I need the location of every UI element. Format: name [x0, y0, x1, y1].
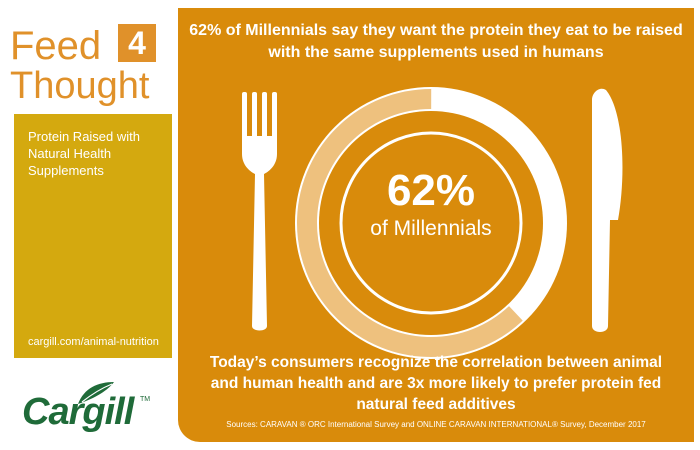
topic-title: Protein Raised with Natural Health Suppl…: [28, 129, 140, 178]
cargill-logo: Cargill TM: [22, 378, 172, 438]
infographic-panel: 62% of Millennials say they want the pro…: [178, 8, 694, 442]
fork-icon: [242, 92, 277, 331]
cargill-leaf-icon: [78, 382, 114, 404]
brand-thought-text: Thought: [10, 65, 150, 107]
knife-icon: [592, 88, 623, 332]
trademark-symbol: TM: [140, 396, 151, 403]
brand-number-badge: 4: [118, 24, 156, 62]
plate-icon: [295, 87, 567, 359]
feed-4-thought-logo: Feed 4 Thought: [10, 18, 170, 108]
website-link[interactable]: cargill.com/animal-nutrition: [28, 336, 159, 348]
sidebar: Feed 4 Thought Protein Raised with Natur…: [0, 0, 172, 450]
topic-panel: Protein Raised with Natural Health Suppl…: [14, 114, 172, 358]
headline: 62% of Millennials say they want the pro…: [189, 22, 683, 61]
body-text: Today’s consumers recognize the correlat…: [209, 354, 663, 413]
brand-feed-text: Feed: [10, 24, 102, 68]
cargill-wordmark: Cargill: [22, 391, 134, 433]
stat-value: 62%: [386, 166, 476, 215]
plate-illustration: [242, 87, 623, 359]
stat-label: of Millennials: [370, 217, 492, 240]
percentage-arc: [297, 89, 565, 357]
sources-note: Sources: CARAVAN ® ORC International Sur…: [226, 420, 646, 429]
